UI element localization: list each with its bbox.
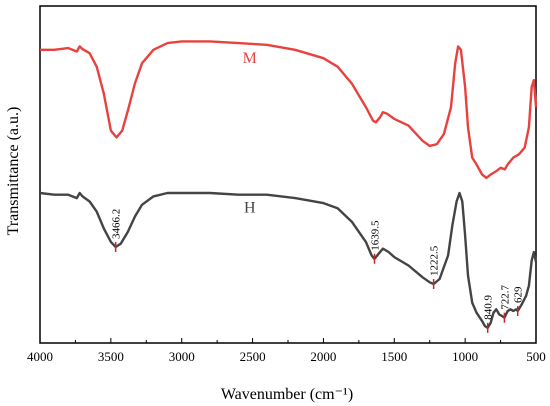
peak-label: 722.7 [499, 284, 511, 309]
x-tick-label: 1500 [381, 349, 407, 364]
peak-annotations: 3466.2 1639.5 1222.5 840.9 722.7 629 [111, 209, 525, 333]
series-label-h: H [244, 200, 256, 217]
peak-label: 1639.5 [370, 220, 382, 251]
peak-label: 3466.2 [111, 209, 123, 239]
x-tick-label: 500 [526, 349, 546, 364]
x-axis-title: Wavenumber (cm⁻¹) [221, 386, 353, 403]
x-tick-label: 3500 [98, 349, 124, 364]
peak-label: 840.9 [483, 295, 495, 320]
series-layer: MH [39, 40, 538, 329]
x-tick-label: 1000 [452, 349, 478, 364]
x-axis-ticks: 4000 3500 3000 2500 2000 1500 1000 500 [27, 338, 546, 364]
x-tick-label: 2500 [240, 349, 266, 364]
y-axis-title: Transmittance (a.u.) [5, 107, 22, 236]
x-tick-label: 2000 [310, 349, 336, 364]
peak-label: 1222.5 [429, 245, 441, 276]
series-line-m [40, 40, 538, 180]
x-tick-label: 4000 [27, 349, 53, 364]
series-label-m: M [243, 50, 257, 67]
x-tick-label: 3000 [169, 349, 195, 364]
peak-label: 629 [513, 286, 525, 303]
